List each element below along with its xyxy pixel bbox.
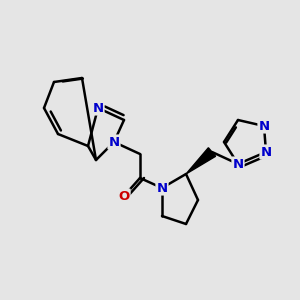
- Text: N: N: [258, 119, 270, 133]
- Text: N: N: [92, 101, 104, 115]
- Polygon shape: [186, 148, 216, 174]
- Text: N: N: [260, 146, 272, 158]
- Text: O: O: [118, 190, 130, 202]
- Text: N: N: [232, 158, 244, 170]
- Text: N: N: [108, 136, 120, 148]
- Text: N: N: [156, 182, 168, 194]
